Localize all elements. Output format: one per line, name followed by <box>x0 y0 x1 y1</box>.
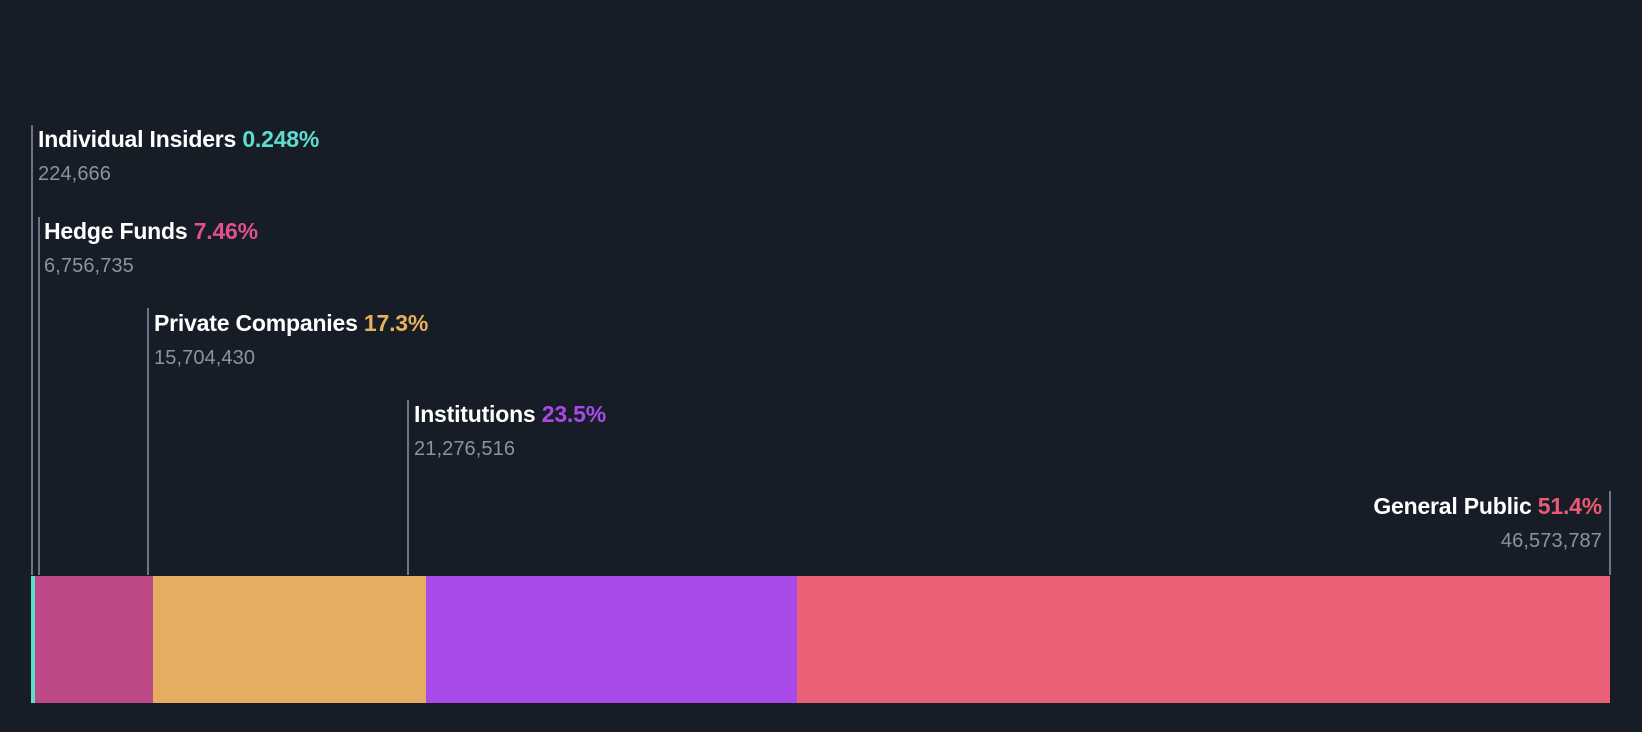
bar-segment-individual-insiders[interactable] <box>31 576 35 703</box>
segment-name-private-companies: Private Companies <box>154 310 358 336</box>
segment-shares-private-companies: 15,704,430 <box>154 347 256 369</box>
label-group-private-companies: Private Companies 17.3% 15,704,430 <box>154 310 428 370</box>
stacked-bar <box>31 576 1611 703</box>
segment-percent-individual-insiders: 0.248% <box>242 126 320 152</box>
label-title-institutions: Institutions 23.5% <box>414 401 606 427</box>
segment-shares-general-public: 46,573,787 <box>1500 530 1602 552</box>
segment-name-general-public: General Public <box>1373 493 1532 519</box>
label-title-general-public: General Public 51.4% <box>1373 493 1602 519</box>
segment-name-institutions: Institutions <box>414 401 536 427</box>
leader-line-individual-insiders <box>31 125 33 575</box>
bar-segment-private-companies[interactable] <box>152 576 427 703</box>
segment-percent-hedge-funds: 7.46% <box>193 218 258 244</box>
segment-shares-hedge-funds: 6,756,735 <box>44 255 134 277</box>
leader-line-institutions <box>407 400 409 575</box>
bar-segment-institutions[interactable] <box>426 576 798 703</box>
label-title-hedge-funds: Hedge Funds 7.46% <box>44 218 258 244</box>
segment-name-individual-insiders: Individual Insiders <box>38 126 237 152</box>
label-title-private-companies: Private Companies 17.3% <box>154 310 428 336</box>
label-group-general-public: General Public 51.4% 46,573,787 <box>1373 493 1602 553</box>
segment-percent-general-public: 51.4% <box>1537 493 1602 519</box>
leader-line-general-public <box>1609 491 1611 575</box>
bar-segment-general-public[interactable] <box>797 576 1610 703</box>
segment-name-hedge-funds: Hedge Funds <box>44 218 188 244</box>
segment-percent-institutions: 23.5% <box>541 401 606 427</box>
segment-percent-private-companies: 17.3% <box>363 310 429 336</box>
leader-line-hedge-funds <box>38 217 40 575</box>
label-title-individual-insiders: Individual Insiders 0.248% <box>38 126 319 152</box>
label-group-hedge-funds: Hedge Funds 7.46% 6,756,735 <box>44 218 258 278</box>
bar-segment-hedge-funds[interactable] <box>34 576 153 703</box>
leader-line-private-companies <box>147 308 149 575</box>
segment-shares-institutions: 21,276,516 <box>414 438 516 460</box>
label-group-individual-insiders: Individual Insiders 0.248% 224,666 <box>38 126 319 186</box>
label-group-institutions: Institutions 23.5% 21,276,516 <box>414 401 606 461</box>
segment-shares-individual-insiders: 224,666 <box>38 163 111 185</box>
